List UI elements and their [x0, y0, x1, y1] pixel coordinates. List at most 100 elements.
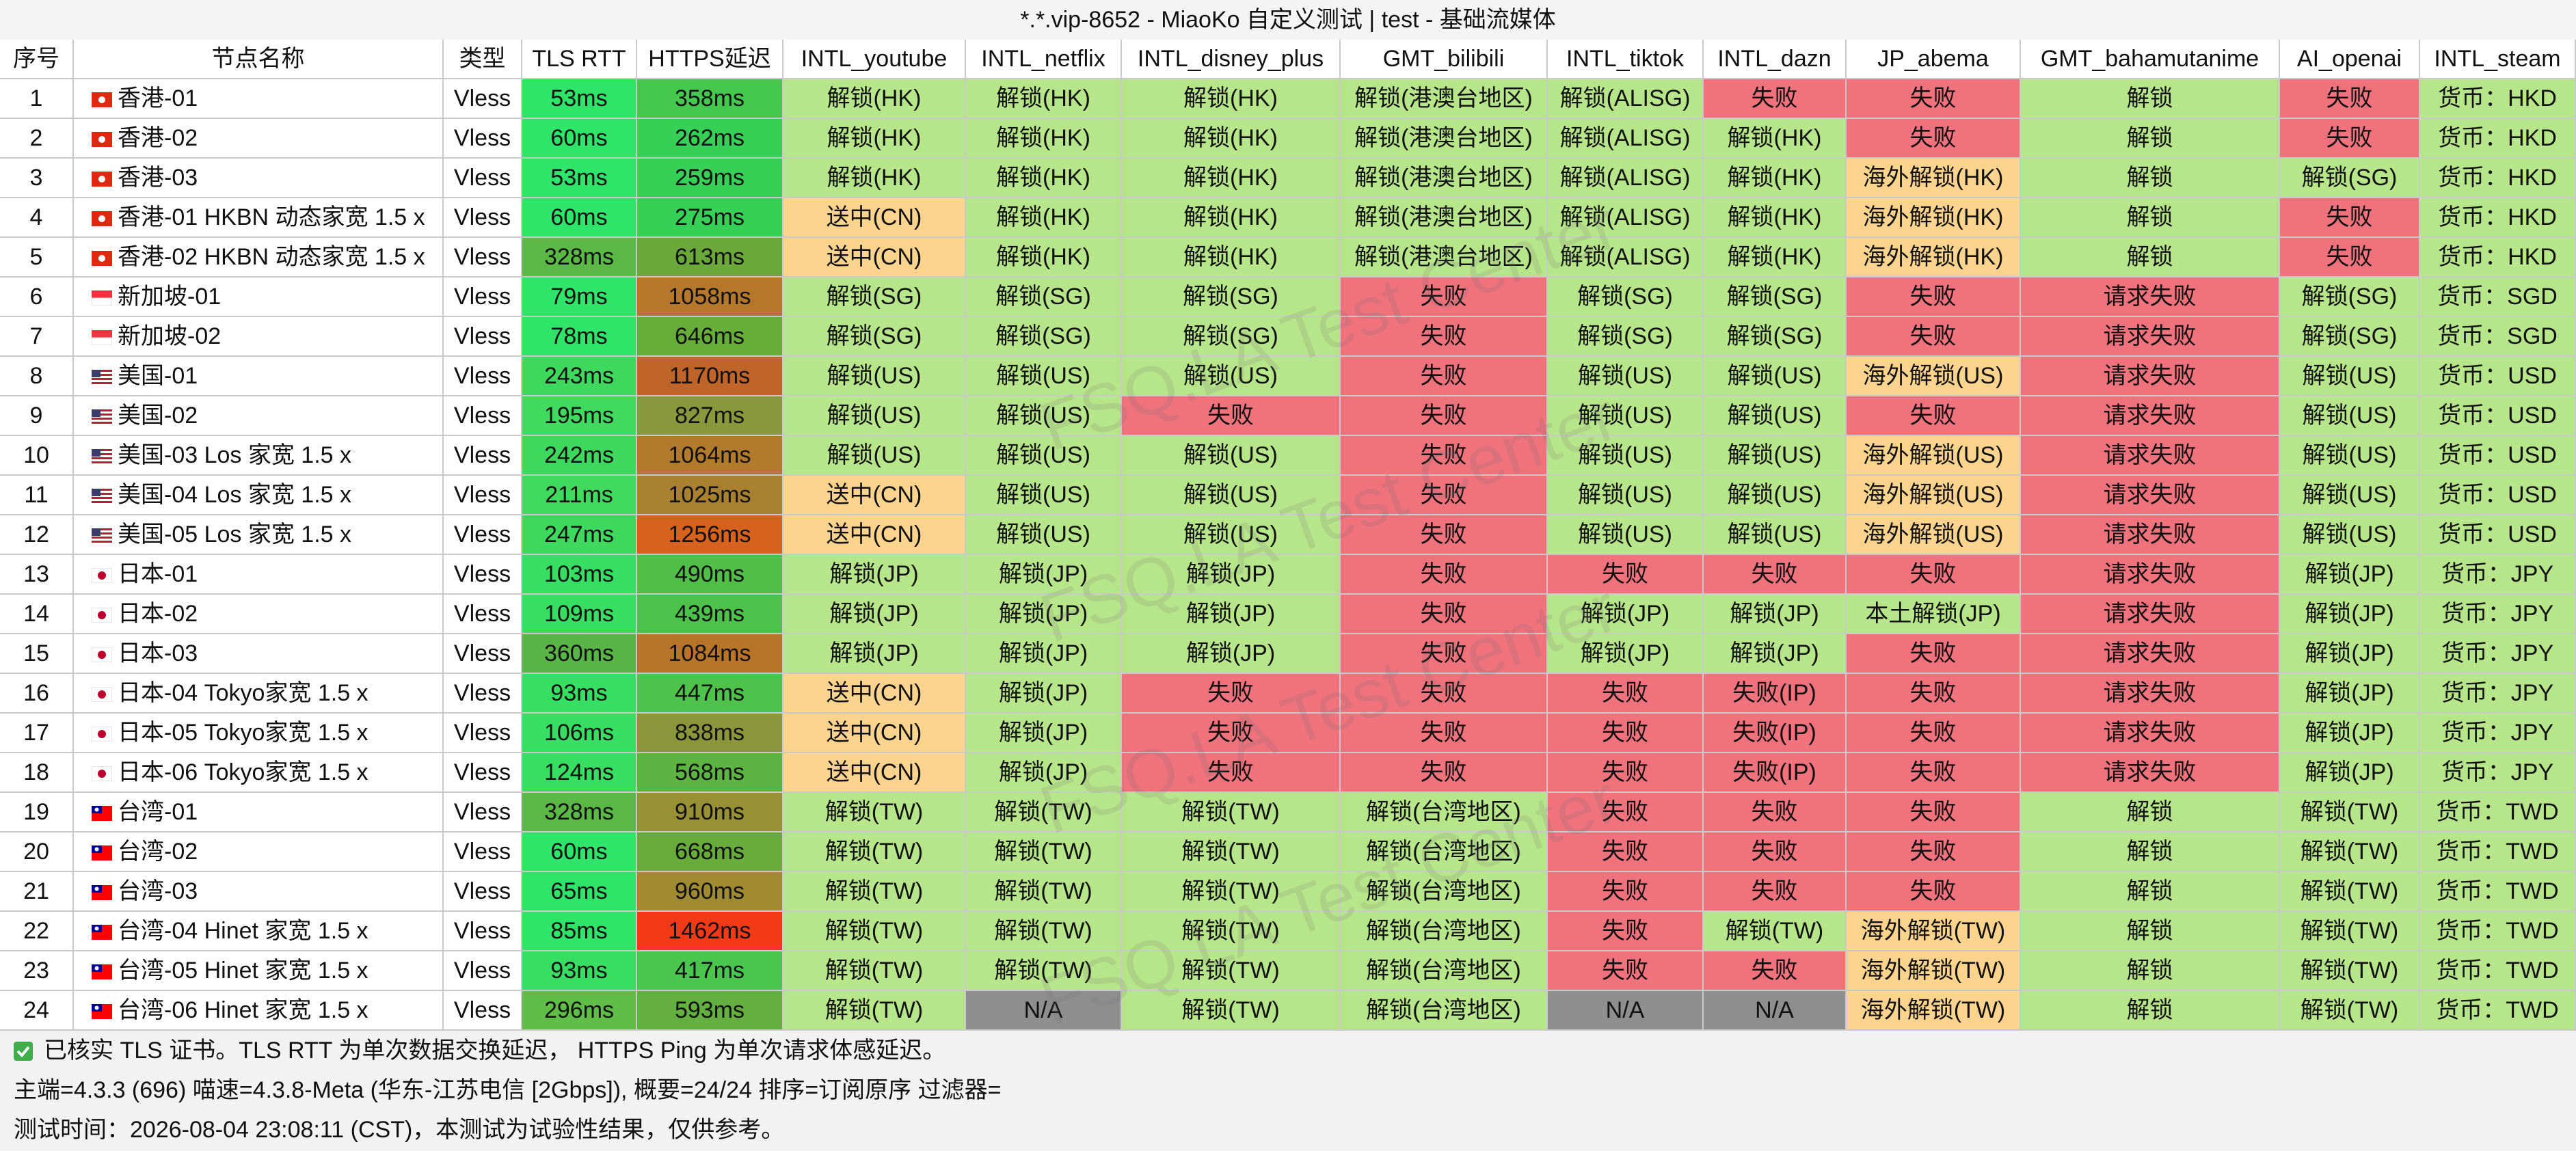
- table-cell: 8: [0, 357, 74, 396]
- table-cell: 请求失败: [2021, 476, 2280, 515]
- table-cell: 827ms: [637, 396, 783, 436]
- table-cell: 1058ms: [637, 277, 783, 317]
- table-cell: 请求失败: [2021, 317, 2280, 357]
- flag-icon: [92, 211, 112, 226]
- table-cell: 货币：HKD: [2420, 119, 2576, 159]
- table-cell: 解锁(TW): [1122, 832, 1341, 872]
- table-cell: 货币：USD: [2420, 436, 2576, 476]
- table-cell: 货币：HKD: [2420, 198, 2576, 238]
- table-cell: 解锁(SG): [966, 317, 1122, 357]
- table-cell: 646ms: [637, 317, 783, 357]
- table-cell: 解锁(TW): [2280, 912, 2420, 951]
- table-cell: 1256ms: [637, 515, 783, 555]
- table-cell: 解锁(HK): [966, 198, 1122, 238]
- table-cell: 解锁(JP): [2280, 674, 2420, 714]
- table-cell: 解锁: [2021, 119, 2280, 159]
- table-cell: 货币：JPY: [2420, 674, 2576, 714]
- table-cell: 4: [0, 198, 74, 238]
- table-cell: 失败: [1341, 396, 1548, 436]
- table-cell: 失败: [1847, 555, 2021, 595]
- table-cell: 解锁(JP): [1704, 595, 1847, 634]
- table-cell: Vless: [444, 357, 522, 396]
- table-cell: 解锁(JP): [783, 555, 966, 595]
- table-cell: Vless: [444, 912, 522, 951]
- table-cell: 失败: [1341, 436, 1548, 476]
- table-cell: 解锁(JP): [1122, 595, 1341, 634]
- column-header: INTL_dazn: [1704, 40, 1847, 79]
- table-cell: 货币：JPY: [2420, 555, 2576, 595]
- table-cell: 海外解锁(TW): [1847, 912, 2021, 951]
- table-cell: Vless: [444, 793, 522, 832]
- table-cell: 解锁(SG): [966, 277, 1122, 317]
- table-cell: 请求失败: [2021, 595, 2280, 634]
- table-cell: 货币：HKD: [2420, 238, 2576, 277]
- table-cell: 20: [0, 832, 74, 872]
- table-cell: 请求失败: [2021, 357, 2280, 396]
- table-cell: 解锁(JP): [966, 674, 1122, 714]
- footer-line: 测试时间：2026-08-04 23:08:11 (CST)，本测试为试验性结果…: [0, 1110, 2576, 1151]
- node-name: 日本-05 Tokyo家宽 1.5 x: [118, 720, 368, 746]
- table-cell: 解锁(US): [1122, 357, 1341, 396]
- table-cell: Vless: [444, 159, 522, 198]
- table-cell: 香港-01 HKBN 动态家宽 1.5 x: [74, 198, 444, 238]
- column-header: HTTPS延迟: [637, 40, 783, 79]
- flag-icon: [92, 608, 112, 623]
- table-cell: 解锁(JP): [1122, 634, 1341, 674]
- table-cell: Vless: [444, 317, 522, 357]
- table-cell: 1170ms: [637, 357, 783, 396]
- flag-icon: [92, 925, 112, 940]
- table-cell: 1: [0, 79, 74, 119]
- table-cell: 失败: [1847, 634, 2021, 674]
- table-cell: 解锁(JP): [783, 595, 966, 634]
- table-cell: 台湾-02: [74, 832, 444, 872]
- table-cell: 12: [0, 515, 74, 555]
- table-cell: 新加坡-02: [74, 317, 444, 357]
- node-name: 香港-03: [118, 165, 198, 191]
- table-cell: 解锁(HK): [783, 79, 966, 119]
- table-cell: 失败: [1847, 317, 2021, 357]
- table-cell: 失败: [1704, 872, 1847, 912]
- table-cell: 568ms: [637, 753, 783, 793]
- table-cell: 解锁(JP): [2280, 634, 2420, 674]
- table-cell: 失败: [1341, 634, 1548, 674]
- node-name: 日本-03: [118, 640, 198, 666]
- table-cell: 解锁(US): [1122, 515, 1341, 555]
- table-cell: 送中(CN): [783, 476, 966, 515]
- flag-icon: [92, 409, 112, 424]
- table-cell: 失败: [1341, 317, 1548, 357]
- table-cell: 解锁(台湾地区): [1341, 793, 1548, 832]
- table-cell: 失败: [2280, 79, 2420, 119]
- table-cell: 1025ms: [637, 476, 783, 515]
- table-cell: 失败: [1548, 951, 1704, 991]
- table-cell: 失败: [2280, 119, 2420, 159]
- table-cell: 解锁(港澳台地区): [1341, 159, 1548, 198]
- column-header: 序号: [0, 40, 74, 79]
- table-cell: 失败: [1548, 674, 1704, 714]
- table-cell: 16: [0, 674, 74, 714]
- table-cell: 美国-01: [74, 357, 444, 396]
- footer-line: 已核实 TLS 证书。TLS RTT 为单次数据交换延迟， HTTPS Ping…: [0, 1031, 2576, 1070]
- flag-icon: [92, 687, 112, 702]
- table-cell: 解锁(JP): [1122, 555, 1341, 595]
- table-cell: 失败: [1704, 793, 1847, 832]
- table-cell: 台湾-03: [74, 872, 444, 912]
- table-cell: 失败(IP): [1704, 714, 1847, 753]
- column-header: 节点名称: [74, 40, 444, 79]
- table-cell: 解锁: [2021, 872, 2280, 912]
- table-cell: 79ms: [522, 277, 637, 317]
- table-cell: 解锁(JP): [2280, 714, 2420, 753]
- table-cell: Vless: [444, 396, 522, 436]
- table-cell: 日本-01: [74, 555, 444, 595]
- table-cell: 请求失败: [2021, 753, 2280, 793]
- table-cell: 解锁(TW): [783, 951, 966, 991]
- table-cell: 109ms: [522, 595, 637, 634]
- node-name: 香港-01: [118, 85, 198, 111]
- table-cell: 解锁(TW): [966, 872, 1122, 912]
- flag-icon: [92, 806, 112, 821]
- checkbox-icon: [14, 1042, 33, 1061]
- table-cell: 93ms: [522, 951, 637, 991]
- table-cell: 解锁(HK): [1122, 238, 1341, 277]
- node-name: 台湾-05 Hinet 家宽 1.5 x: [118, 958, 368, 984]
- table-cell: 解锁(SG): [1122, 277, 1341, 317]
- table-cell: 解锁(ALISG): [1548, 119, 1704, 159]
